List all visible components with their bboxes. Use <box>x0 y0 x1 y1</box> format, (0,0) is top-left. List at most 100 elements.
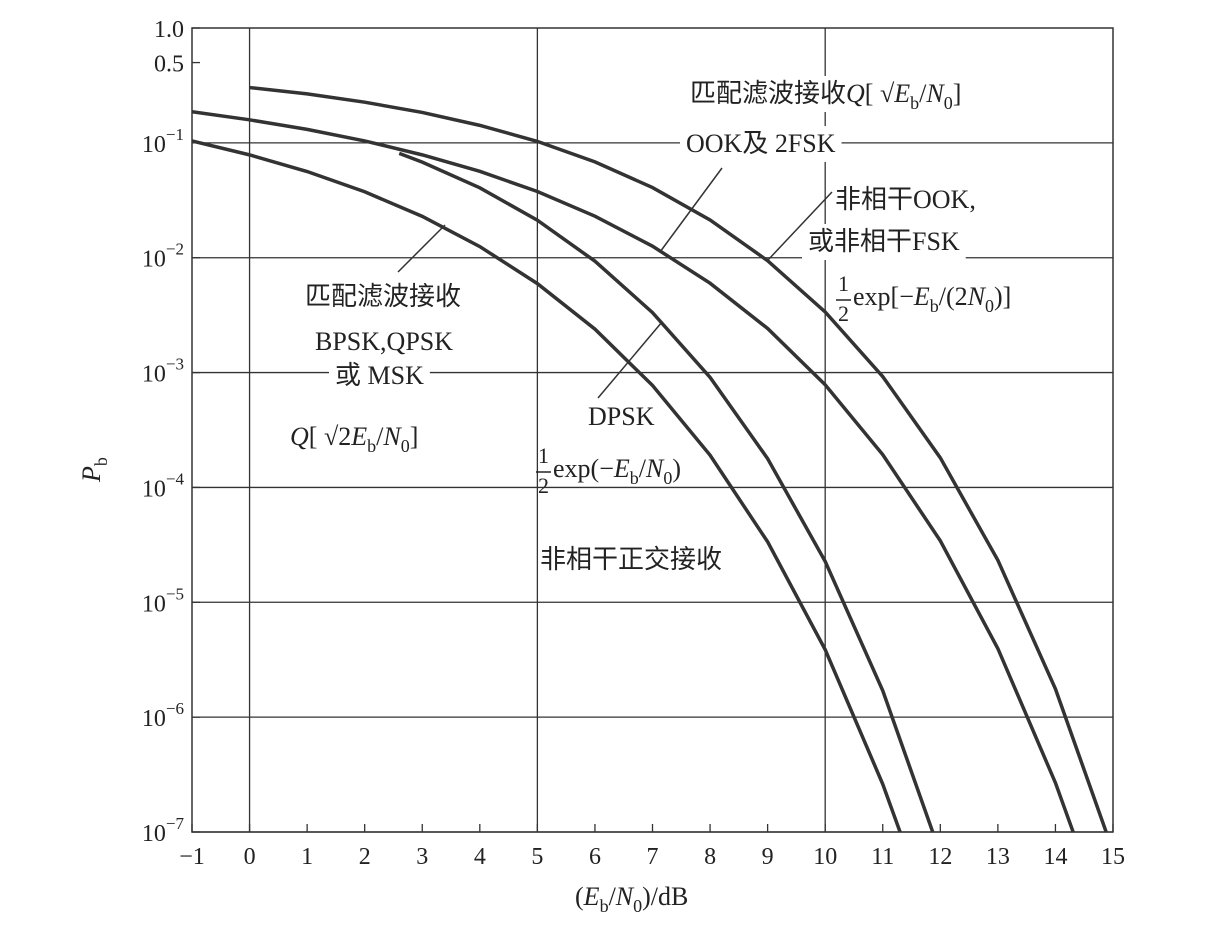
annotation: 匹配滤波接收 <box>690 79 846 108</box>
x-axis-label: )/dB <box>642 882 688 911</box>
y-tick-exponent: −7 <box>166 814 185 833</box>
leader-line <box>397 224 446 273</box>
curve <box>249 85 1109 832</box>
curves <box>192 85 1109 832</box>
x-tick-label: 14 <box>1043 844 1067 870</box>
leader-line <box>767 191 833 261</box>
y-tick-label: 10 <box>142 706 166 732</box>
y-tick-exponent: −2 <box>166 240 184 259</box>
x-axis-label: E <box>583 882 600 911</box>
annotation: b <box>910 93 919 113</box>
x-tick-label: 3 <box>416 844 428 870</box>
x-tick-label: 4 <box>474 844 486 870</box>
y-tick-label: 1.0 <box>154 17 184 43</box>
annotation-background <box>684 76 968 112</box>
x-tick-label: 1 <box>301 844 313 870</box>
annotation: 0 <box>401 436 410 456</box>
annotation-background <box>832 279 1018 315</box>
annotation: ] <box>953 79 962 108</box>
y-tick-label: 10 <box>142 476 166 502</box>
leader-line <box>597 321 663 399</box>
annotation: exp[− <box>853 282 914 311</box>
y-tick-exponent: −5 <box>166 584 184 603</box>
annotation: 0 <box>663 468 672 488</box>
annotation: 1 <box>838 271 849 296</box>
x-axis-label: b <box>600 896 609 916</box>
y-tick-label: 0.5 <box>154 52 184 78</box>
x-tick-label: 13 <box>986 844 1010 870</box>
y-tick-exponent: −4 <box>166 469 185 488</box>
annotation: 2 <box>538 473 549 498</box>
x-tick-label: 9 <box>762 844 774 870</box>
annotation: E <box>893 79 910 108</box>
leader-line <box>659 167 723 253</box>
y-tick-label: 10 <box>142 132 166 158</box>
annotation: ) <box>672 454 681 483</box>
annotation: Q <box>290 422 309 451</box>
x-tick-label: 15 <box>1101 844 1125 870</box>
annotation: N <box>645 454 665 483</box>
annotation: )] <box>994 282 1011 311</box>
annotation: b <box>930 296 939 316</box>
x-tick-label: 10 <box>813 844 837 870</box>
annotation-background <box>299 279 468 315</box>
x-axis-label: ( <box>575 882 584 911</box>
annotation: 非相干OOK, <box>835 185 976 214</box>
x-tick-label: 8 <box>704 844 716 870</box>
annotation: [ √2 <box>309 422 351 451</box>
labels: −1 0 1 2 3 4 5 6 7 8 9 10 11 12 13 14 1510−710−610−510−4… <box>77 17 1125 916</box>
y-tick-exponent: −1 <box>166 125 184 144</box>
x-tick-label: 5 <box>531 844 543 870</box>
curve <box>192 139 902 832</box>
annotation: / <box>639 454 647 483</box>
annotation: 匹配滤波接收 <box>305 282 461 311</box>
y-axis-label: P <box>77 466 106 483</box>
x-axis-label: N <box>615 882 635 911</box>
annotation: / <box>919 79 927 108</box>
y-tick-label: 10 <box>142 591 166 617</box>
annotation: Q <box>846 79 865 108</box>
annotation: ] <box>410 422 419 451</box>
annotation: E <box>350 422 367 451</box>
annotation: [ √ <box>865 79 895 108</box>
y-tick-label: 10 <box>142 362 166 388</box>
x-tick-label: 12 <box>928 844 952 870</box>
annotation: 2 <box>838 301 849 326</box>
annotation: 或 MSK <box>335 361 424 390</box>
annotation: N <box>382 422 402 451</box>
y-tick-label: 10 <box>142 247 166 273</box>
annotation-background <box>329 358 430 394</box>
curve <box>192 110 1076 832</box>
x-tick-label: 6 <box>589 844 601 870</box>
x-tick-label: 2 <box>359 844 371 870</box>
annotation: DPSK <box>588 402 655 431</box>
y-tick-exponent: −3 <box>166 355 184 374</box>
annotation: exp(− <box>553 454 614 483</box>
annotation-background <box>680 126 842 162</box>
y-axis-label: b <box>91 457 111 466</box>
annotation: 1 <box>538 443 549 468</box>
annotation: b <box>630 468 639 488</box>
annotation: N <box>967 282 987 311</box>
annotation-background <box>802 224 966 260</box>
y-tick-label: 10 <box>142 821 166 847</box>
curve <box>398 151 935 832</box>
x-tick-label: 0 <box>244 844 256 870</box>
x-tick-label: 7 <box>647 844 659 870</box>
label-backgrounds <box>299 76 1018 394</box>
annotation: b <box>367 436 376 456</box>
annotation: /(2 <box>939 282 968 311</box>
annotation: E <box>913 282 930 311</box>
annotation: N <box>925 79 945 108</box>
annotation: / <box>376 422 384 451</box>
annotation: 非相干正交接收 <box>540 545 722 574</box>
annotation: 或非相干FSK <box>808 227 960 256</box>
annotation: 0 <box>985 296 994 316</box>
annotation: BPSK,QPSK <box>315 327 453 356</box>
annotation: 0 <box>944 93 953 113</box>
x-tick-label: −1 <box>179 844 205 870</box>
x-axis-label: / <box>609 882 617 911</box>
x-axis-label: 0 <box>633 896 642 916</box>
x-tick-label: 11 <box>871 844 894 870</box>
